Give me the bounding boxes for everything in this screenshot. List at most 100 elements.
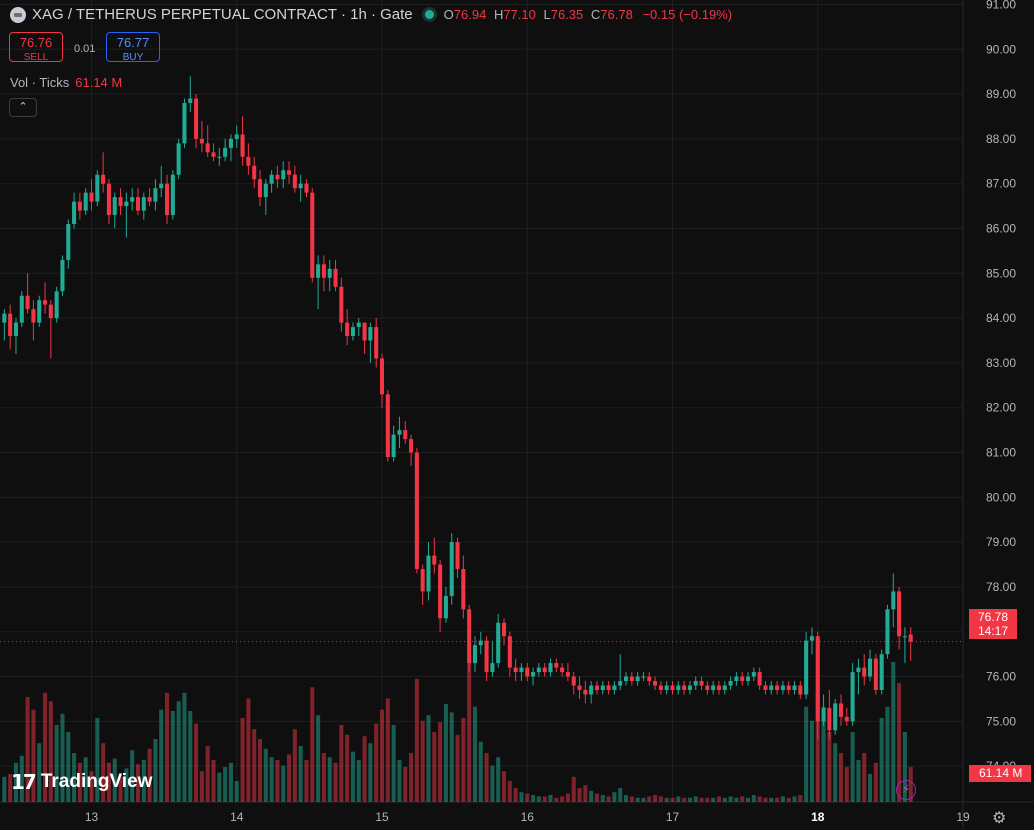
volume-bar	[106, 762, 111, 802]
candle-body	[629, 676, 634, 682]
candle-body	[345, 322, 350, 337]
candle-body	[269, 174, 274, 184]
candle-body	[862, 667, 867, 677]
sell-button[interactable]: 76.76 SELL	[9, 32, 63, 63]
candle-body	[205, 143, 210, 153]
volume-tag: 61.14 M	[969, 765, 1031, 782]
y-tick-label: 91.00	[986, 0, 1016, 11]
candle-body	[577, 685, 582, 690]
y-tick-label: 86.00	[986, 222, 1016, 236]
volume-bar	[409, 753, 414, 802]
candle-body	[31, 309, 36, 323]
candle-body	[664, 685, 669, 690]
volume-bar	[804, 706, 809, 802]
volume-bar	[130, 750, 135, 802]
volume-bar	[670, 797, 675, 802]
candle-body	[182, 103, 187, 144]
chevron-up-icon: ⌃	[18, 101, 28, 113]
volume-bar	[751, 795, 756, 802]
volume-bar	[600, 795, 605, 802]
candle-body	[316, 264, 321, 278]
candle-body	[496, 622, 501, 664]
volume-bar	[583, 785, 588, 802]
candle-body	[391, 434, 396, 458]
volume-bar	[182, 692, 187, 802]
volume-bar	[420, 720, 425, 802]
buy-button[interactable]: 76.77 BUY	[106, 32, 160, 63]
candle-body	[478, 640, 483, 646]
candle-body	[339, 286, 344, 323]
volume-bar	[513, 788, 518, 802]
volume-bar	[902, 732, 907, 802]
candle-body	[501, 622, 507, 637]
candle-body	[60, 259, 65, 292]
candle-body	[130, 197, 135, 202]
candle-body	[670, 685, 675, 690]
candle-body	[223, 147, 228, 157]
y-tick-label: 85.00	[986, 266, 1016, 280]
volume-bar	[176, 701, 181, 802]
volume-bar	[263, 748, 268, 802]
volume-legend[interactable]: Vol · Ticks 61.14 M	[10, 75, 122, 90]
change-value: −0.15 (−0.19%)	[642, 7, 733, 22]
volume-bar	[252, 729, 257, 802]
gear-icon[interactable]: ⚙︎	[992, 810, 1007, 827]
candle-body	[484, 640, 489, 673]
candle-body	[106, 183, 111, 216]
ohlc-values: O76.94 H77.10 L76.35 C76.78 −0.15 (−0.19…	[444, 7, 732, 22]
volume-bar	[757, 796, 762, 802]
candle-body	[780, 685, 785, 690]
volume-bar	[379, 709, 385, 802]
y-tick-label: 83.00	[986, 356, 1016, 370]
chart-header: XAG / TETHERUS PERPETUAL CONTRACT · 1h ·…	[10, 6, 732, 23]
candle-body	[699, 681, 704, 686]
candle-body	[2, 313, 7, 323]
y-tick-label: 82.00	[986, 401, 1016, 415]
volume-bar	[891, 662, 896, 802]
volume-bar	[565, 793, 570, 802]
candle-body	[734, 676, 739, 682]
candle-body	[647, 676, 652, 682]
candle-body	[606, 685, 611, 690]
volume-bar	[728, 796, 733, 802]
candle-body	[54, 291, 59, 319]
candle-body	[275, 174, 280, 180]
candle-body	[240, 134, 245, 157]
candle-body	[873, 658, 878, 690]
volume-bar	[629, 796, 634, 802]
candle-body	[705, 685, 710, 690]
candle-body	[321, 264, 326, 278]
candle-body	[176, 143, 181, 175]
candle-body	[472, 645, 477, 664]
lightning-icon[interactable]: ⚡︎	[896, 780, 916, 800]
volume-bar	[304, 760, 309, 802]
open-value: 76.94	[453, 7, 487, 22]
volume-bar	[287, 754, 292, 802]
candle-body	[757, 672, 762, 686]
volume-bar	[170, 711, 175, 802]
volume-bar	[159, 709, 164, 802]
symbol-title[interactable]: XAG / TETHERUS PERPETUAL CONTRACT · 1h ·…	[32, 6, 413, 23]
candle-body	[252, 165, 257, 180]
collapse-legend-button[interactable]: ⌃	[9, 98, 37, 117]
candle-body	[711, 685, 716, 690]
candle-body	[815, 636, 820, 722]
volume-bar	[856, 760, 861, 802]
volume-bar	[658, 796, 663, 802]
candle-body	[409, 439, 414, 453]
candle-body	[188, 98, 193, 104]
volume-bar	[740, 796, 745, 802]
volume-bar	[687, 797, 692, 802]
tradingview-logo[interactable]: 17 TradingView	[11, 770, 152, 794]
candle-body	[583, 689, 588, 695]
x-tick-label: 16	[521, 810, 535, 824]
candle-body	[716, 685, 722, 690]
high-label: H	[493, 7, 504, 22]
candle-body	[827, 707, 832, 731]
candle-body	[350, 327, 355, 337]
volume-bar	[141, 760, 146, 802]
candle-body	[693, 681, 698, 686]
y-tick-label: 79.00	[986, 535, 1016, 549]
candle-body	[740, 676, 745, 682]
